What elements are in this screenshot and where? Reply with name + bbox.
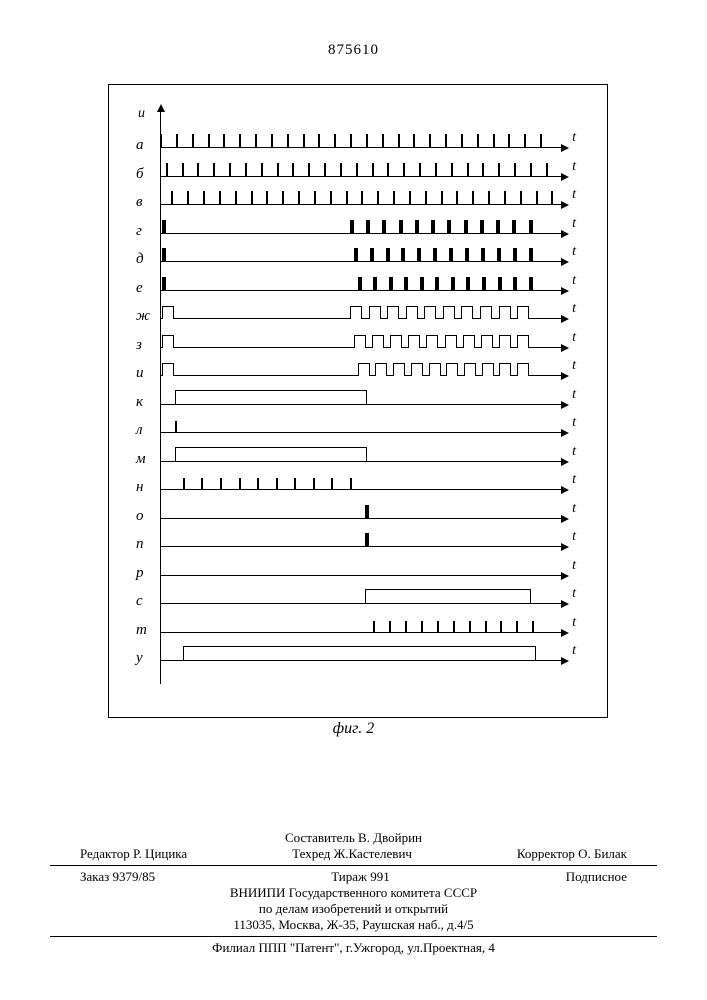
- t-label: t: [572, 159, 576, 175]
- timing-diagram: и аtбtвtгtдtеtжtзtиtкtлtмtнtоtпtрtсtтtуt: [138, 110, 578, 700]
- t-label: t: [572, 301, 576, 317]
- waveform: [160, 405, 540, 433]
- waveform-row-п: пt: [138, 519, 578, 547]
- row-label: у: [136, 650, 143, 667]
- waveform-row-б: бt: [138, 149, 578, 177]
- t-label: t: [572, 643, 576, 659]
- waveform: [160, 462, 540, 490]
- subscription: Подписное: [566, 869, 627, 885]
- waveform: [160, 263, 540, 291]
- divider-2: [50, 936, 657, 937]
- waveform: [160, 291, 540, 319]
- techred: Техред Ж.Кастелевич: [292, 846, 412, 862]
- t-label: t: [572, 244, 576, 260]
- org-line-1: ВНИИПИ Государственного комитета СССР: [50, 885, 657, 901]
- corrector: Корректор О. Билак: [517, 846, 627, 862]
- editor: Редактор Р. Цицика: [80, 846, 187, 862]
- waveform: [160, 548, 540, 576]
- waveform: [160, 177, 540, 205]
- waveform: [160, 633, 540, 661]
- t-label: t: [572, 501, 576, 517]
- waveform-row-е: еt: [138, 263, 578, 291]
- waveform-row-а: аt: [138, 120, 578, 148]
- page: 875610 и аtбtвtгtдtеtжtзtиtкtлtмtнtоtпtр…: [0, 0, 707, 1000]
- waveform-row-с: сt: [138, 576, 578, 604]
- document-number: 875610: [0, 42, 707, 59]
- t-label: t: [572, 529, 576, 545]
- waveform-row-о: оt: [138, 491, 578, 519]
- waveform-row-у: уt: [138, 633, 578, 661]
- waveform-row-м: мt: [138, 434, 578, 462]
- waveform: [160, 320, 540, 348]
- t-label: t: [572, 415, 576, 431]
- t-label: t: [572, 216, 576, 232]
- t-label: t: [572, 387, 576, 403]
- waveform: [160, 519, 540, 547]
- waveform-row-д: дt: [138, 234, 578, 262]
- t-label: t: [572, 586, 576, 602]
- waveform-row-л: лt: [138, 405, 578, 433]
- waveform-row-р: рt: [138, 548, 578, 576]
- divider-1: [50, 865, 657, 866]
- figure-caption: фиг. 2: [0, 720, 707, 738]
- t-label: t: [572, 472, 576, 488]
- t-label: t: [572, 558, 576, 574]
- waveform-row-т: тt: [138, 605, 578, 633]
- t-label: t: [572, 187, 576, 203]
- address: 113035, Москва, Ж-35, Раушская наб., д.4…: [50, 917, 657, 933]
- org-line-2: по делам изобретений и открытий: [50, 901, 657, 917]
- waveform-row-з: зt: [138, 320, 578, 348]
- waveform: [160, 149, 540, 177]
- waveform-row-и: иt: [138, 348, 578, 376]
- footer: Составитель В. Двойрин Редактор Р. Цицик…: [50, 830, 657, 956]
- order: Заказ 9379/85: [80, 869, 155, 885]
- t-label: t: [572, 615, 576, 631]
- waveform: [160, 434, 540, 462]
- waveform: [160, 491, 540, 519]
- waveform: [160, 348, 540, 376]
- waveform: [160, 234, 540, 262]
- waveform: [160, 576, 540, 604]
- t-label: t: [572, 130, 576, 146]
- t-label: t: [572, 358, 576, 374]
- branch: Филиал ППП "Патент", г.Ужгород, ул.Проек…: [50, 940, 657, 956]
- compiler-line: Составитель В. Двойрин: [50, 830, 657, 846]
- waveform-row-г: гt: [138, 206, 578, 234]
- waveform-row-в: вt: [138, 177, 578, 205]
- waveform-row-н: нt: [138, 462, 578, 490]
- waveform-row-ж: жt: [138, 291, 578, 319]
- waveform: [160, 605, 540, 633]
- waveform: [160, 206, 540, 234]
- tirage: Тираж 991: [331, 869, 390, 885]
- waveform-row-к: кt: [138, 377, 578, 405]
- t-label: t: [572, 273, 576, 289]
- t-label: t: [572, 444, 576, 460]
- waveform: [160, 377, 540, 405]
- t-label: t: [572, 330, 576, 346]
- waveform: [160, 120, 540, 148]
